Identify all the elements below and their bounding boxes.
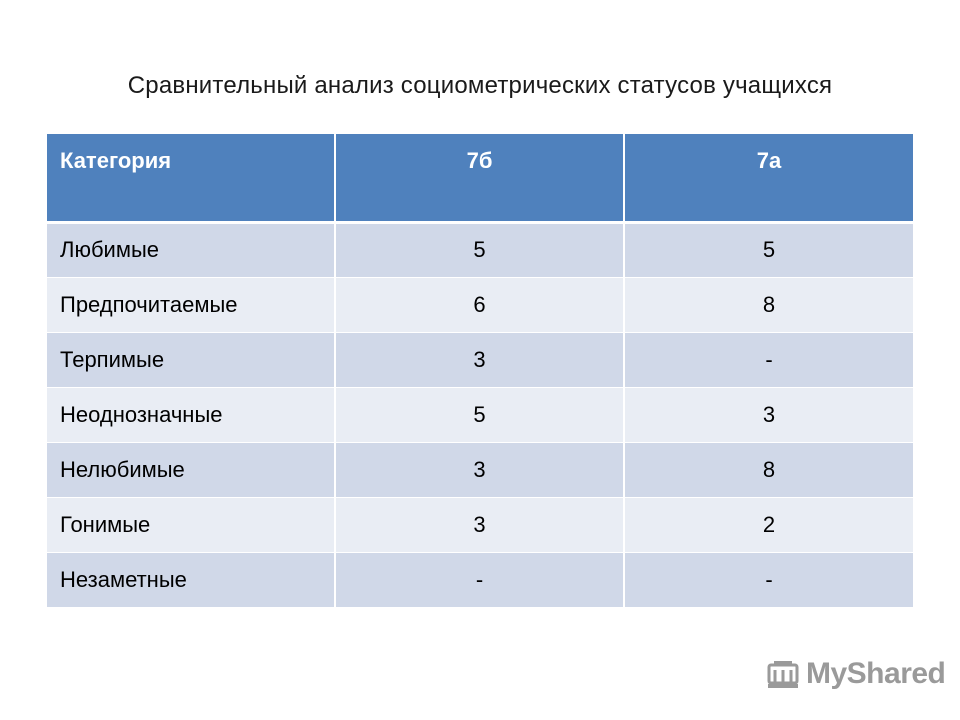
table-row: Терпимые 3 -	[47, 331, 913, 387]
cell-7a: 2	[623, 496, 913, 552]
myshared-watermark: MyShared	[766, 656, 946, 692]
cell-category: Незаметные	[47, 551, 335, 607]
table-row: Незаметные - -	[47, 551, 913, 607]
cell-7b: -	[334, 551, 624, 607]
cell-7b: 3	[334, 496, 624, 552]
cell-7a: 3	[623, 386, 913, 442]
cell-category: Терпимые	[47, 331, 335, 387]
table-row: Нелюбимые 3 8	[47, 441, 913, 497]
cell-7a: 8	[623, 276, 913, 332]
status-table: Категория 7б 7а Любимые 5 5 Предпочитаем…	[47, 134, 913, 607]
myshared-logo-icon	[767, 661, 799, 688]
cell-category: Любимые	[47, 221, 335, 277]
table-header-row: Категория 7б 7а	[47, 134, 913, 224]
table-row: Гонимые 3 2	[47, 496, 913, 552]
cell-category: Неоднозначные	[47, 386, 335, 442]
cell-7b: 5	[334, 386, 624, 442]
cell-category: Гонимые	[47, 496, 335, 552]
header-category: Категория	[47, 134, 335, 224]
header-7b: 7б	[334, 134, 624, 224]
header-7a: 7а	[623, 134, 913, 224]
table-row: Неоднозначные 5 3	[47, 386, 913, 442]
cell-category: Нелюбимые	[47, 441, 335, 497]
cell-7a: -	[623, 551, 913, 607]
cell-7b: 3	[334, 441, 624, 497]
slide-title: Сравнительный анализ социометрических ст…	[127, 72, 833, 99]
table-row: Любимые 5 5	[47, 221, 913, 277]
cell-7b: 6	[334, 276, 624, 332]
watermark-text: MyShared	[806, 657, 946, 690]
cell-7a: 5	[623, 221, 913, 277]
cell-7a: -	[623, 331, 913, 387]
cell-7a: 8	[623, 441, 913, 497]
cell-category: Предпочитаемые	[47, 276, 335, 332]
cell-7b: 5	[334, 221, 624, 277]
cell-7b: 3	[334, 331, 624, 387]
table-row: Предпочитаемые 6 8	[47, 276, 913, 332]
